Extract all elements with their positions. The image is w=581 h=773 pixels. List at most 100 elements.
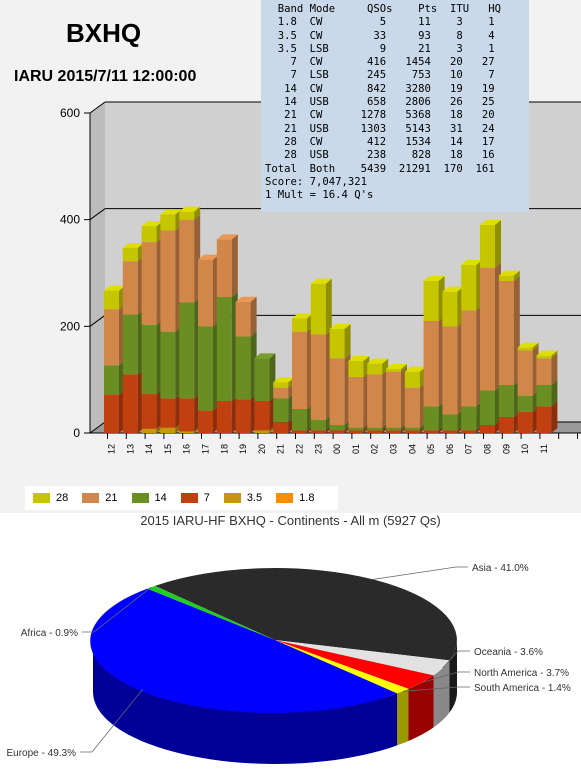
bar-segment-28: [160, 214, 176, 231]
bar-segment-7: [517, 411, 533, 433]
bar-segment-14: [367, 427, 383, 431]
bar-side-28: [495, 220, 501, 268]
pie-side: [93, 640, 398, 764]
bar-segment-21: [160, 230, 176, 332]
bar-segment-7: [367, 430, 383, 433]
bar-side-28: [344, 324, 351, 359]
gridline-diag: [89, 421, 106, 434]
bar-segment-7: [536, 406, 552, 433]
x-tick-label: 14: [144, 444, 154, 454]
bar-segment-7: [498, 417, 514, 433]
x-tick-label: 05: [426, 444, 436, 454]
pie-slice: [275, 640, 434, 689]
bar-segment-21: [423, 321, 439, 407]
bar-top: [254, 353, 276, 359]
y-tick-label: 400: [60, 213, 80, 227]
pie-slice: [90, 588, 398, 714]
bar-segment-28: [498, 275, 514, 281]
x-tick-label: 21: [276, 444, 286, 454]
bar-segment-21: [179, 219, 195, 303]
legend-swatch: [180, 493, 198, 503]
bar-segment-21: [536, 358, 552, 385]
bar-segment-7: [310, 430, 326, 433]
bar-side-28: [325, 278, 332, 335]
x-tick-label: 04: [407, 444, 417, 454]
pie-side: [397, 688, 409, 746]
bar-top: [498, 270, 520, 276]
pie-leader-line: [80, 689, 143, 753]
bar-top: [480, 220, 501, 225]
contest-time-subtitle: IARU 2015/7/11 12:00:00: [14, 68, 197, 85]
bar-segment-14: [329, 425, 345, 431]
bar-segment-28: [273, 382, 289, 388]
bar-segment-28: [536, 355, 552, 359]
legend-label: 7: [203, 492, 210, 504]
legend-swatch: [33, 493, 50, 503]
bar-top: [235, 296, 257, 302]
bar-segment-21: [122, 261, 138, 315]
bar-side-28: [401, 364, 407, 372]
x-tick-label: 10: [520, 444, 530, 454]
bar-segment-21: [498, 281, 514, 385]
bar-side-21: [551, 353, 558, 385]
bar-side-21: [250, 296, 257, 337]
bar-segment-7: [141, 394, 157, 429]
bar-segment-21: [404, 387, 420, 428]
bar-segment-28: [122, 247, 138, 262]
pie-slice: [147, 585, 275, 640]
x-tick-label: 07: [464, 444, 474, 454]
legend-label: 21: [105, 492, 118, 504]
plot-side-wall: [90, 102, 105, 433]
station-call-title: BXHQ: [66, 18, 142, 48]
bar-top: [160, 209, 182, 215]
bar-top: [367, 358, 389, 364]
x-tick-label: 02: [370, 444, 380, 454]
bar-segment-21: [310, 334, 326, 420]
bar-segment-3.5: [254, 430, 270, 433]
x-tick-label: 03: [389, 444, 399, 454]
pie-label: Asia - 41.0%: [472, 563, 529, 574]
pie-label: Oceania - 3.6%: [474, 647, 543, 658]
bar-segment-14: [536, 385, 552, 407]
chart-legend: 28 21 14 7 3.5 1.8: [25, 486, 339, 510]
y-tick-label: 600: [60, 106, 80, 120]
bar-segment-21: [480, 267, 495, 391]
bar-segment-21: [517, 350, 533, 396]
bar-segment-21: [104, 309, 119, 366]
bar-segment-14: [273, 398, 289, 423]
pie-label: South America - 1.4%: [474, 683, 571, 694]
bar-segment-21: [348, 377, 364, 428]
pie-side: [433, 660, 450, 728]
bar-top: [310, 278, 332, 284]
bar-segment-7: [292, 430, 307, 433]
bar-segment-14: [254, 358, 270, 401]
bar-top: [122, 242, 144, 248]
bar-side-7: [551, 401, 558, 433]
bar-segment-21: [216, 239, 232, 297]
x-tick-label: 19: [238, 444, 248, 454]
pie-label: Africa - 0.9%: [21, 628, 78, 639]
bar-top: [348, 356, 370, 361]
bar-segment-14: [348, 427, 364, 431]
bar-segment-28: [480, 225, 495, 268]
bar-segment-7: [216, 401, 232, 433]
bar-segment-21: [386, 371, 401, 428]
bar-segment-14: [160, 331, 176, 399]
legend-label: 1.8: [299, 492, 315, 504]
gridline-diag: [89, 314, 106, 327]
bar-segment-7: [480, 425, 495, 433]
x-tick-label: 08: [483, 444, 493, 454]
bar-segment-28: [442, 291, 458, 327]
bar-top: [292, 313, 313, 319]
x-tick-label: 16: [182, 444, 192, 454]
bar-segment-14: [442, 414, 458, 431]
bar-segment-14: [179, 302, 195, 399]
band-stats-text: Band Mode QSOs Pts ITU HQ 1.8 CW 5 11 3 …: [265, 3, 501, 202]
y-tick-label: 0: [73, 426, 80, 440]
bar-segment-28: [404, 371, 420, 388]
pie-leader-line: [442, 650, 470, 669]
bar-top: [179, 206, 201, 212]
bar-segment-21: [198, 259, 213, 327]
bar-top: [461, 260, 483, 265]
bar-segment-7: [122, 374, 138, 433]
